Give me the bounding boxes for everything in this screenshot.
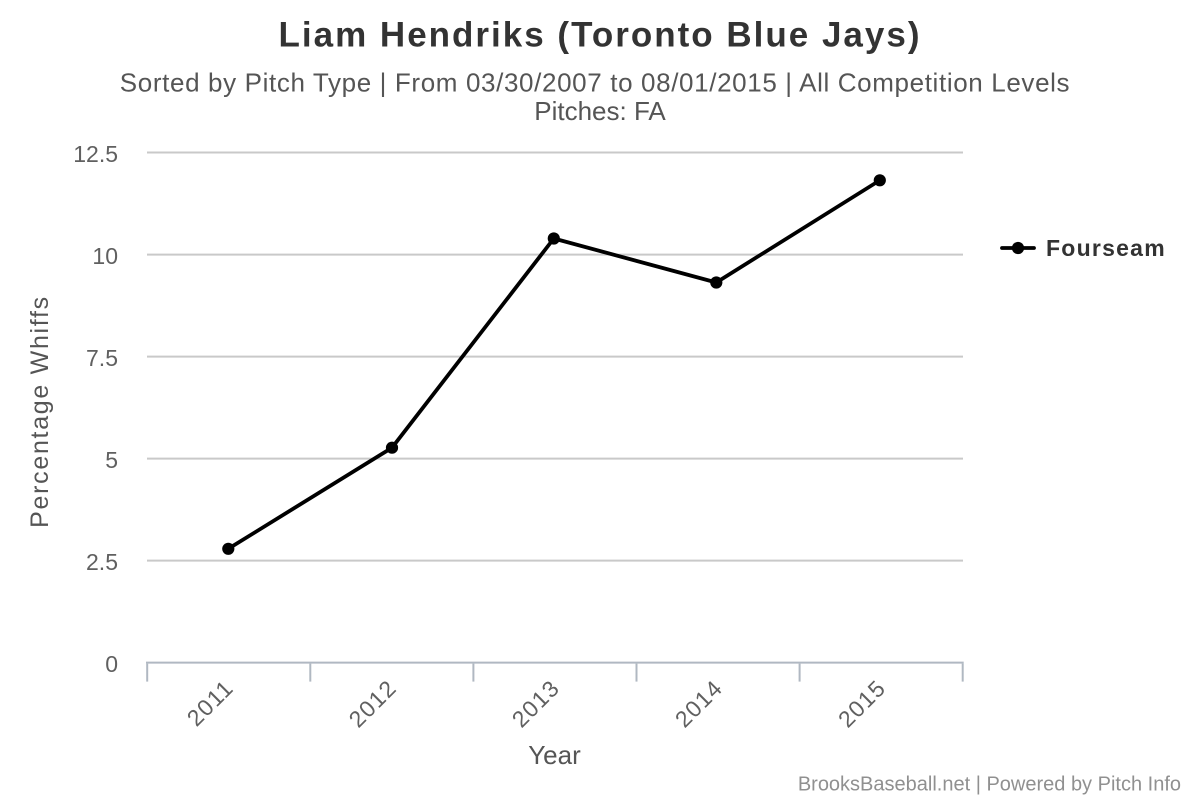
svg-text:BrooksBaseball.net | Powered b: BrooksBaseball.net | Powered by Pitch In…: [798, 773, 1181, 795]
svg-text:Pitches: FA: Pitches: FA: [534, 96, 666, 126]
svg-text:Percentage Whiffs: Percentage Whiffs: [26, 295, 54, 528]
svg-text:2.5: 2.5: [86, 549, 118, 575]
svg-text:7.5: 7.5: [86, 345, 118, 371]
svg-text:Fourseam: Fourseam: [1046, 235, 1166, 261]
svg-text:Liam Hendriks (Toronto Blue Ja: Liam Hendriks (Toronto Blue Jays): [279, 16, 922, 55]
svg-text:Year: Year: [528, 740, 581, 770]
svg-text:10: 10: [92, 243, 118, 269]
svg-text:12.5: 12.5: [73, 141, 118, 167]
svg-text:Sorted by Pitch Type | From 03: Sorted by Pitch Type | From 03/30/2007 t…: [120, 68, 1070, 98]
svg-text:0: 0: [105, 651, 118, 677]
svg-text:5: 5: [105, 447, 118, 473]
